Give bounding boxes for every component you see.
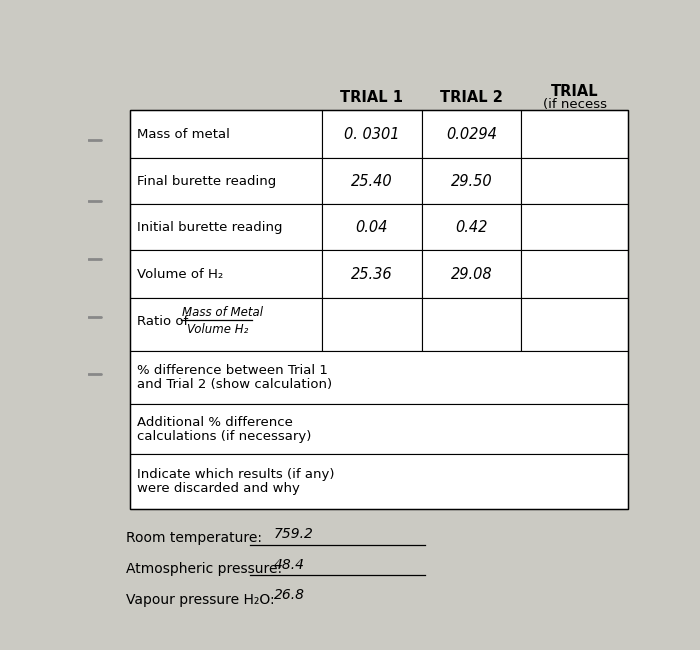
Text: and Trial 2 (show calculation): and Trial 2 (show calculation) (137, 378, 332, 391)
Text: 29.50: 29.50 (451, 174, 492, 188)
Text: (if necess: (if necess (543, 98, 607, 111)
Bar (130, 350, 629, 404)
Bar (522, 250, 629, 298)
Text: % difference between Trial 1: % difference between Trial 1 (137, 364, 328, 377)
Text: Mass of Metal: Mass of Metal (182, 306, 263, 318)
Text: 0. 0301: 0. 0301 (344, 127, 400, 142)
Text: Volume of H₂: Volume of H₂ (137, 268, 223, 281)
Text: 0.42: 0.42 (455, 220, 488, 235)
Text: 25.40: 25.40 (351, 174, 393, 188)
Bar (130, 111, 322, 158)
Text: Room temperature:: Room temperature: (126, 532, 262, 545)
Bar (130, 204, 322, 250)
Bar (421, 250, 522, 298)
Text: Atmospheric pressure:: Atmospheric pressure: (126, 562, 282, 577)
Bar (322, 298, 421, 350)
Bar (421, 298, 522, 350)
Text: 0.0294: 0.0294 (446, 127, 497, 142)
Text: 25.36: 25.36 (351, 267, 393, 282)
Bar (322, 250, 421, 298)
Bar (522, 111, 629, 158)
Text: 0.04: 0.04 (356, 220, 388, 235)
Bar (522, 298, 629, 350)
Text: TRIAL 1: TRIAL 1 (340, 90, 403, 105)
Bar (130, 111, 629, 509)
Text: Vapour pressure H₂O:: Vapour pressure H₂O: (126, 593, 275, 607)
Bar (522, 158, 629, 204)
Text: Initial burette reading: Initial burette reading (137, 221, 283, 234)
Bar (322, 158, 421, 204)
Bar (130, 158, 322, 204)
Bar (421, 204, 522, 250)
Text: TRIAL 2: TRIAL 2 (440, 90, 503, 105)
Bar (322, 204, 421, 250)
Bar (421, 111, 522, 158)
Bar (130, 404, 629, 454)
Text: 26.8: 26.8 (274, 588, 304, 603)
Text: Indicate which results (if any): Indicate which results (if any) (137, 468, 335, 481)
Text: 759.2: 759.2 (274, 527, 314, 541)
Text: Mass of metal: Mass of metal (137, 127, 230, 140)
Bar (130, 250, 322, 298)
Bar (130, 454, 629, 509)
Text: Volume H₂: Volume H₂ (188, 322, 249, 335)
Text: TRIAL: TRIAL (551, 84, 598, 99)
Text: 29.08: 29.08 (451, 267, 492, 282)
Bar (322, 111, 421, 158)
Text: 48.4: 48.4 (274, 558, 304, 571)
Text: Ratio of: Ratio of (137, 315, 188, 328)
Bar (522, 204, 629, 250)
Bar (421, 158, 522, 204)
Text: calculations (if necessary): calculations (if necessary) (137, 430, 312, 443)
Text: Final burette reading: Final burette reading (137, 175, 276, 188)
Text: were discarded and why: were discarded and why (137, 482, 300, 495)
Text: Additional % difference: Additional % difference (137, 416, 293, 429)
Bar (130, 298, 322, 350)
